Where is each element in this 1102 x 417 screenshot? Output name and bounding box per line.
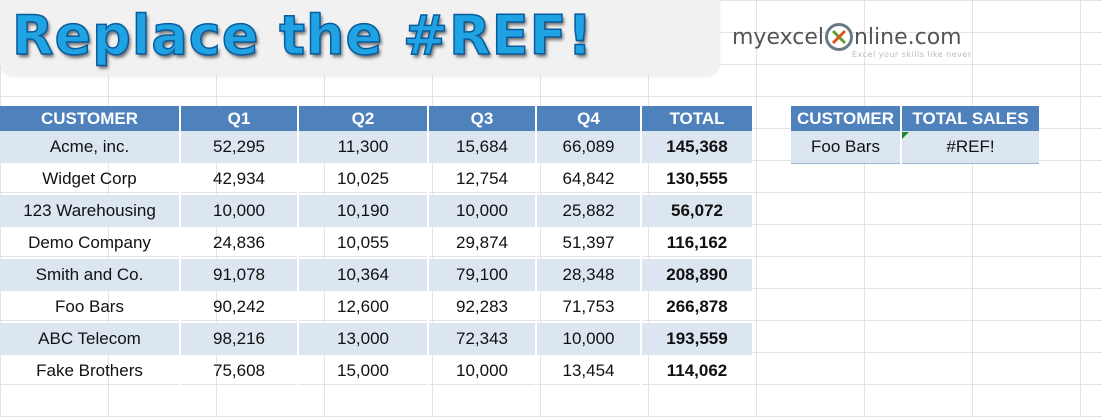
sales-cell-q4[interactable]: 64,842	[536, 163, 642, 195]
sales-cell-total[interactable]: 130,555	[666, 169, 728, 188]
sales-cell-customer[interactable]: Fake Brothers	[0, 355, 181, 387]
lookup-header-total-sales[interactable]: TOTAL SALES	[901, 106, 1039, 131]
sales-cell-q1[interactable]: 24,836	[180, 227, 299, 259]
sales-cell-customer[interactable]: ABC Telecom	[0, 323, 181, 355]
sales-cell-q4[interactable]: 13,454	[536, 355, 642, 387]
table-row: Foo Bars 90,242 12,600 92,283 71,753 266,878	[0, 291, 752, 323]
sales-cell-total[interactable]: 116,162	[666, 233, 728, 252]
table-row: Demo Company 24,836 10,055 29,874 51,397 116,…	[0, 227, 752, 259]
sales-cell-q3[interactable]: 29,874	[428, 227, 537, 259]
lookup-table-header: CUSTOMER TOTAL SALES	[791, 106, 1039, 131]
sales-cell-q1[interactable]: 42,934	[180, 163, 299, 195]
sales-cell-q4[interactable]: 71,753	[536, 291, 642, 323]
sales-cell-q3[interactable]: 10,000	[428, 195, 537, 227]
table-row: Smith and Co. 91,078 10,364 79,100 28,348 208…	[0, 259, 752, 291]
title-banner: Replace the #REF!	[0, 0, 720, 76]
sales-cell-q2[interactable]: 10,025	[298, 163, 429, 195]
sales-header-q2[interactable]: Q2	[298, 106, 429, 131]
sales-cell-q4[interactable]: 10,000	[536, 323, 642, 355]
sales-cell-customer[interactable]: Demo Company	[0, 227, 181, 259]
sales-cell-q4[interactable]: 28,348	[536, 259, 642, 291]
logo-x-icon	[824, 23, 853, 51]
sales-cell-customer[interactable]: 123 Warehousing	[0, 195, 181, 227]
table-row: Fake Brothers 75,608 15,000 10,000 13,454 114…	[0, 355, 752, 387]
sales-cell-customer[interactable]: Foo Bars	[0, 291, 181, 323]
sales-cell-q2[interactable]: 10,190	[298, 195, 429, 227]
sales-cell-q4[interactable]: 51,397	[536, 227, 642, 259]
sales-header-customer[interactable]: CUSTOMER	[0, 106, 181, 131]
sales-cell-q1[interactable]: 75,608	[180, 355, 299, 387]
sales-cell-total[interactable]: 114,062	[666, 361, 728, 380]
lookup-header-customer[interactable]: CUSTOMER	[791, 106, 902, 131]
sales-cell-q3[interactable]: 10,000	[428, 355, 537, 387]
logo-text-left: myexcel	[732, 24, 824, 50]
sales-table: CUSTOMER Q1 Q2 Q3 Q4 TOTAL Acme, inc. 52,295 11…	[0, 106, 752, 387]
lookup-table: CUSTOMER TOTAL SALES Foo Bars #REF!	[791, 106, 1039, 164]
sales-cell-q4[interactable]: 25,882	[536, 195, 642, 227]
sales-cell-q2[interactable]: 15,000	[298, 355, 429, 387]
sales-cell-customer[interactable]: Smith and Co.	[0, 259, 181, 291]
sales-cell-q2[interactable]: 10,364	[298, 259, 429, 291]
table-row: Foo Bars #REF!	[791, 131, 1039, 164]
sales-cell-q1[interactable]: 98,216	[180, 323, 299, 355]
sales-cell-customer[interactable]: Widget Corp	[0, 163, 181, 195]
sales-cell-total[interactable]: 266,878	[666, 297, 728, 316]
sales-cell-total[interactable]: 145,368	[641, 131, 752, 163]
sales-cell-q3[interactable]: 12,754	[428, 163, 537, 195]
brand-logo: myexcel nline.com Excel your skills like…	[732, 20, 971, 59]
sales-cell-customer[interactable]: Acme, inc.	[0, 131, 181, 163]
lookup-cell-customer[interactable]: Foo Bars	[791, 131, 902, 164]
sales-cell-total[interactable]: 193,559	[641, 323, 752, 355]
sales-cell-total[interactable]: 56,072	[641, 195, 752, 227]
logo-text-right: nline.com	[853, 24, 962, 50]
sales-cell-q2[interactable]: 12,600	[298, 291, 429, 323]
sales-header-total[interactable]: TOTAL	[641, 106, 752, 131]
sales-cell-q2[interactable]: 11,300	[298, 131, 429, 163]
sales-cell-q1[interactable]: 91,078	[180, 259, 299, 291]
sales-cell-total[interactable]: 208,890	[641, 259, 752, 291]
logo-tagline: Excel your skills like never	[852, 50, 972, 59]
page-title: Replace the #REF!	[11, 3, 594, 68]
sales-cell-q1[interactable]: 52,295	[180, 131, 299, 163]
table-row: Acme, inc. 52,295 11,300 15,684 66,089 145,36…	[0, 131, 752, 163]
table-row: 123 Warehousing 10,000 10,190 10,000 25,882 5…	[0, 195, 752, 227]
table-row: Widget Corp 42,934 10,025 12,754 64,842 130,5…	[0, 163, 752, 195]
sales-cell-q2[interactable]: 13,000	[298, 323, 429, 355]
sales-cell-q1[interactable]: 10,000	[180, 195, 299, 227]
sales-table-body: Acme, inc. 52,295 11,300 15,684 66,089 145,36…	[0, 131, 752, 387]
sales-cell-q1[interactable]: 90,242	[180, 291, 299, 323]
lookup-table-body: Foo Bars #REF!	[791, 131, 1039, 164]
lookup-cell-total-sales[interactable]: #REF!	[901, 131, 1039, 164]
sales-header-q1[interactable]: Q1	[180, 106, 299, 131]
sales-cell-q3[interactable]: 15,684	[428, 131, 537, 163]
sales-cell-q3[interactable]: 72,343	[428, 323, 537, 355]
sales-cell-q2[interactable]: 10,055	[298, 227, 429, 259]
sales-cell-q4[interactable]: 66,089	[536, 131, 642, 163]
cell-error-indicator-icon	[902, 132, 909, 139]
sales-header-q4[interactable]: Q4	[536, 106, 642, 131]
sales-cell-q3[interactable]: 79,100	[428, 259, 537, 291]
sales-cell-q3[interactable]: 92,283	[428, 291, 537, 323]
sales-table-header: CUSTOMER Q1 Q2 Q3 Q4 TOTAL	[0, 106, 752, 131]
sales-header-q3[interactable]: Q3	[428, 106, 537, 131]
table-row: ABC Telecom 98,216 13,000 72,343 10,000 193,5…	[0, 323, 752, 355]
